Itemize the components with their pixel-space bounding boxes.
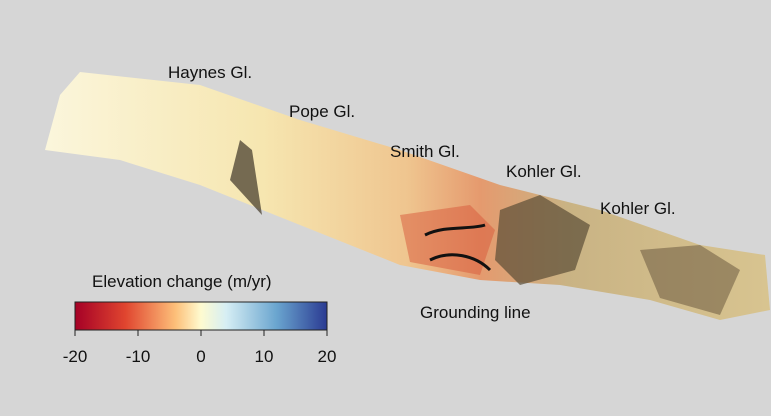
colorbar-tick-label: -20 <box>63 347 88 366</box>
colorbar-tick-label: -10 <box>126 347 151 366</box>
colorbar-tick-label: 20 <box>318 347 337 366</box>
glacier-label: Pope Gl. <box>289 102 355 121</box>
glacier-label: Haynes Gl. <box>168 63 252 82</box>
colorbar-tick-label: 10 <box>255 347 274 366</box>
glacier-label: Kohler Gl. <box>506 162 582 181</box>
glacier-label: Kohler Gl. <box>600 199 676 218</box>
grounding-line-label: Grounding line <box>420 303 531 322</box>
colorbar-ramp <box>75 302 327 330</box>
colorbar-tick-label: 0 <box>196 347 205 366</box>
map: Elevation change (m/yr) Haynes Gl. Pope … <box>0 0 771 416</box>
glacier-label: Smith Gl. <box>390 142 460 161</box>
colorbar-title: Elevation change (m/yr) <box>92 272 272 291</box>
